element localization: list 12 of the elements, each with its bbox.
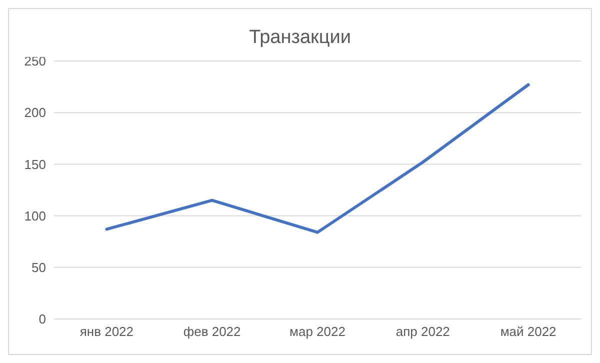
x-tick-label: апр 2022 <box>396 324 450 340</box>
y-tick-label: 0 <box>38 312 46 327</box>
line-series <box>105 83 530 234</box>
x-tick-label: май 2022 <box>500 324 556 340</box>
x-tick-label: фев 2022 <box>183 324 241 340</box>
y-tick-label: 100 <box>24 208 46 224</box>
chart-title: Транзакции <box>249 27 351 48</box>
y-tick-label: 150 <box>24 156 46 172</box>
y-tick-label: 200 <box>24 105 46 120</box>
x-tick-label: янв 2022 <box>80 324 134 340</box>
x-tick-label: мар 2022 <box>290 324 346 340</box>
y-tick-label: 50 <box>32 260 46 276</box>
